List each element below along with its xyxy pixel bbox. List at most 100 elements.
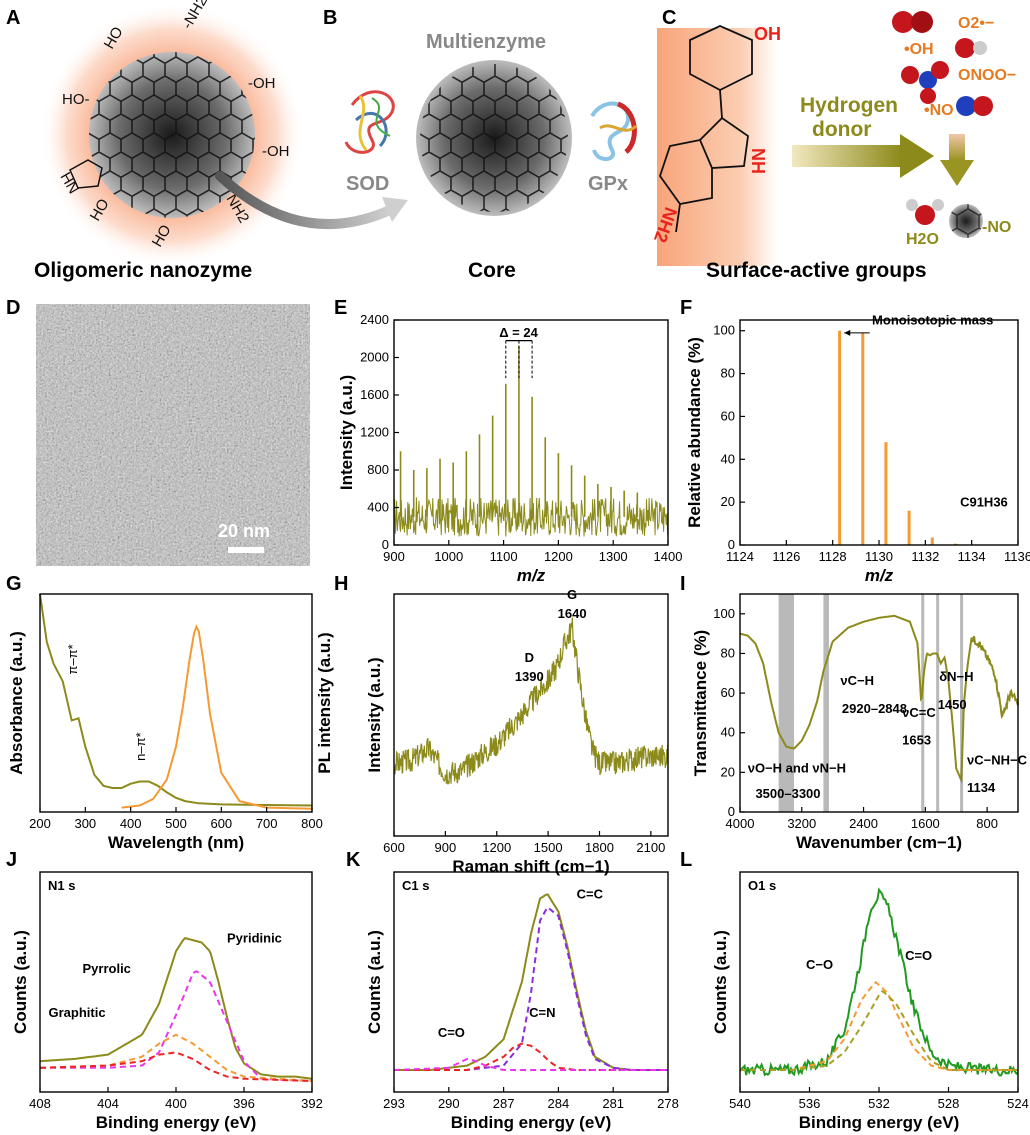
y-axis-label: Intensity (a.u.) bbox=[365, 657, 384, 772]
xps-series-experimental bbox=[39, 936, 313, 1080]
x-tick-label: 278 bbox=[657, 1096, 679, 1111]
cc-band-label: νC=C bbox=[902, 705, 936, 720]
y-axis-label: Relative abundance (%) bbox=[685, 337, 704, 528]
y-tick-label: 20 bbox=[721, 494, 735, 509]
cnhc-range-label: 1134 bbox=[967, 780, 996, 795]
x-tick-label: 3200 bbox=[787, 816, 816, 831]
ch-range-label: 2920–2848 bbox=[842, 701, 907, 716]
g-band-name: G bbox=[567, 587, 577, 602]
ros-molecules bbox=[892, 11, 993, 116]
x-tick-label: 524 bbox=[1007, 1096, 1029, 1111]
y-axis-label: Counts (a.u.) bbox=[711, 930, 730, 1034]
panel-e: E 900 1000 1100 1200 1300 1400 0 400 800 1200 1600… bbox=[334, 297, 682, 585]
oh-nh-band-label: νO−H and νN−H bbox=[748, 760, 846, 775]
x-tick-label: 528 bbox=[938, 1096, 960, 1111]
x-tick-label: 1136 bbox=[1004, 549, 1030, 564]
x-tick-label: 800 bbox=[301, 816, 323, 831]
isotope-bar bbox=[861, 332, 865, 545]
panel-d: D 20 nm bbox=[6, 297, 310, 566]
y-axis-label: Intensity (a.u.) bbox=[337, 375, 356, 490]
core-level-title: O1 s bbox=[748, 878, 776, 893]
x-tick-label: 800 bbox=[976, 816, 998, 831]
panel-c: C OH NH NH2 Hydrogen donor O2•− •OH ONOO… bbox=[650, 7, 1016, 282]
x-tick-label: 284 bbox=[548, 1096, 570, 1111]
y-tick-label: 800 bbox=[367, 462, 389, 477]
panel-label-h: H bbox=[334, 573, 348, 595]
nh-bend-label: δN−H bbox=[939, 669, 973, 684]
y-tick-label: 40 bbox=[721, 451, 735, 466]
panel-label-f: F bbox=[680, 297, 692, 319]
formula-label: C91H36 bbox=[960, 494, 1008, 509]
x-tick-label: 404 bbox=[97, 1096, 119, 1111]
x-tick-label: 700 bbox=[256, 816, 278, 831]
panel-label-c: C bbox=[662, 7, 676, 29]
panel-b-title: Core bbox=[468, 259, 516, 282]
curved-arrow-icon bbox=[215, 171, 395, 229]
pi-pi-label: π–π* bbox=[65, 644, 80, 674]
panel-a-title: Oligomeric nanozyme bbox=[34, 259, 252, 282]
c-n-label: C=N bbox=[529, 1005, 555, 1020]
products bbox=[906, 199, 983, 238]
raman-line bbox=[393, 617, 669, 785]
panel-label-i: I bbox=[680, 573, 686, 595]
pl-line bbox=[121, 624, 313, 810]
x-tick-label: 600 bbox=[383, 840, 405, 855]
xps-series-cn bbox=[394, 1042, 668, 1071]
panel-label-d: D bbox=[6, 297, 20, 319]
x-tick-label: 1132 bbox=[911, 549, 939, 564]
oh-nh-range-label: 3500–3300 bbox=[755, 786, 820, 801]
superoxide-label: O2•− bbox=[958, 15, 994, 32]
panel-g: G 200 300 400 500 600 700 800 Wavelength (nm) Ab… bbox=[6, 573, 334, 852]
x-tick-label: 408 bbox=[29, 1096, 51, 1111]
panel-a: A HO -NH2 HO- -OH -OH HN HO HO NH2 Oligo… bbox=[6, 0, 408, 282]
c-c-label: C=C bbox=[577, 886, 604, 901]
core-level-title: N1 s bbox=[48, 878, 75, 893]
y-axis-label-right: PL intensity (a.u.) bbox=[315, 632, 334, 773]
xps-series-co bbox=[740, 980, 1018, 1071]
panel-b: B Multienzyme SOD GPx Core bbox=[323, 7, 638, 282]
x-tick-label: 287 bbox=[493, 1096, 515, 1111]
hexagon-lattice bbox=[420, 64, 568, 212]
down-arrow-body bbox=[949, 134, 965, 160]
x-tick-label: 600 bbox=[210, 816, 232, 831]
xps-series-co bbox=[393, 1057, 668, 1071]
x-axis-label: m/z bbox=[865, 566, 894, 585]
hydroxyl-label: •OH bbox=[904, 41, 934, 58]
panel-h: H 600 900 1200 1500 1800 2100 Raman shift (cm−… bbox=[334, 573, 669, 876]
gpx-label: GPx bbox=[588, 173, 628, 195]
x-tick-label: 396 bbox=[233, 1096, 255, 1111]
plot-frame bbox=[39, 593, 313, 813]
y-tick-label: 60 bbox=[721, 408, 735, 423]
band-highlight bbox=[778, 594, 795, 812]
panel-label-g: G bbox=[6, 573, 22, 595]
no-product-label: -NO bbox=[982, 219, 1011, 236]
x-tick-label: 1000 bbox=[434, 549, 463, 564]
c-o-double-label: C=O bbox=[905, 948, 932, 963]
isotope-bar bbox=[884, 442, 888, 545]
y-tick-label: 80 bbox=[721, 366, 735, 381]
d-band-value: 1390 bbox=[515, 669, 544, 684]
hexagon-lattice bbox=[89, 52, 255, 218]
x-tick-label: 300 bbox=[74, 816, 96, 831]
y-axis-label: Absorbance (a.u.) bbox=[7, 631, 26, 775]
panel-label-k: K bbox=[346, 849, 361, 871]
band-highlight bbox=[936, 594, 940, 812]
y-axis-label: Transmittance (%) bbox=[691, 630, 710, 776]
cc-range-label: 1653 bbox=[902, 733, 931, 748]
tryptophol-structure-icon bbox=[659, 25, 753, 233]
delta-annotation: Δ = 24 bbox=[499, 325, 538, 340]
hydrogen-arrow-body bbox=[792, 145, 902, 167]
y-tick-label: 100 bbox=[713, 323, 735, 338]
noise-trace bbox=[393, 497, 669, 537]
gpx-protein-icon bbox=[590, 101, 638, 161]
x-axis-label: Binding energy (eV) bbox=[96, 1113, 257, 1132]
y-tick-label: 2400 bbox=[360, 312, 389, 327]
x-axis-label: Raman shift (cm−1) bbox=[452, 857, 609, 876]
x-axis-label: Wavenumber (cm−1) bbox=[796, 833, 962, 852]
core-level-title: C1 s bbox=[402, 878, 429, 893]
donor-label: donor bbox=[812, 118, 871, 141]
sod-label: SOD bbox=[346, 173, 389, 195]
monoisotopic-label: Monoisotopic mass bbox=[872, 312, 993, 327]
water-label: H2O bbox=[906, 231, 939, 248]
x-tick-label: 293 bbox=[383, 1096, 405, 1111]
